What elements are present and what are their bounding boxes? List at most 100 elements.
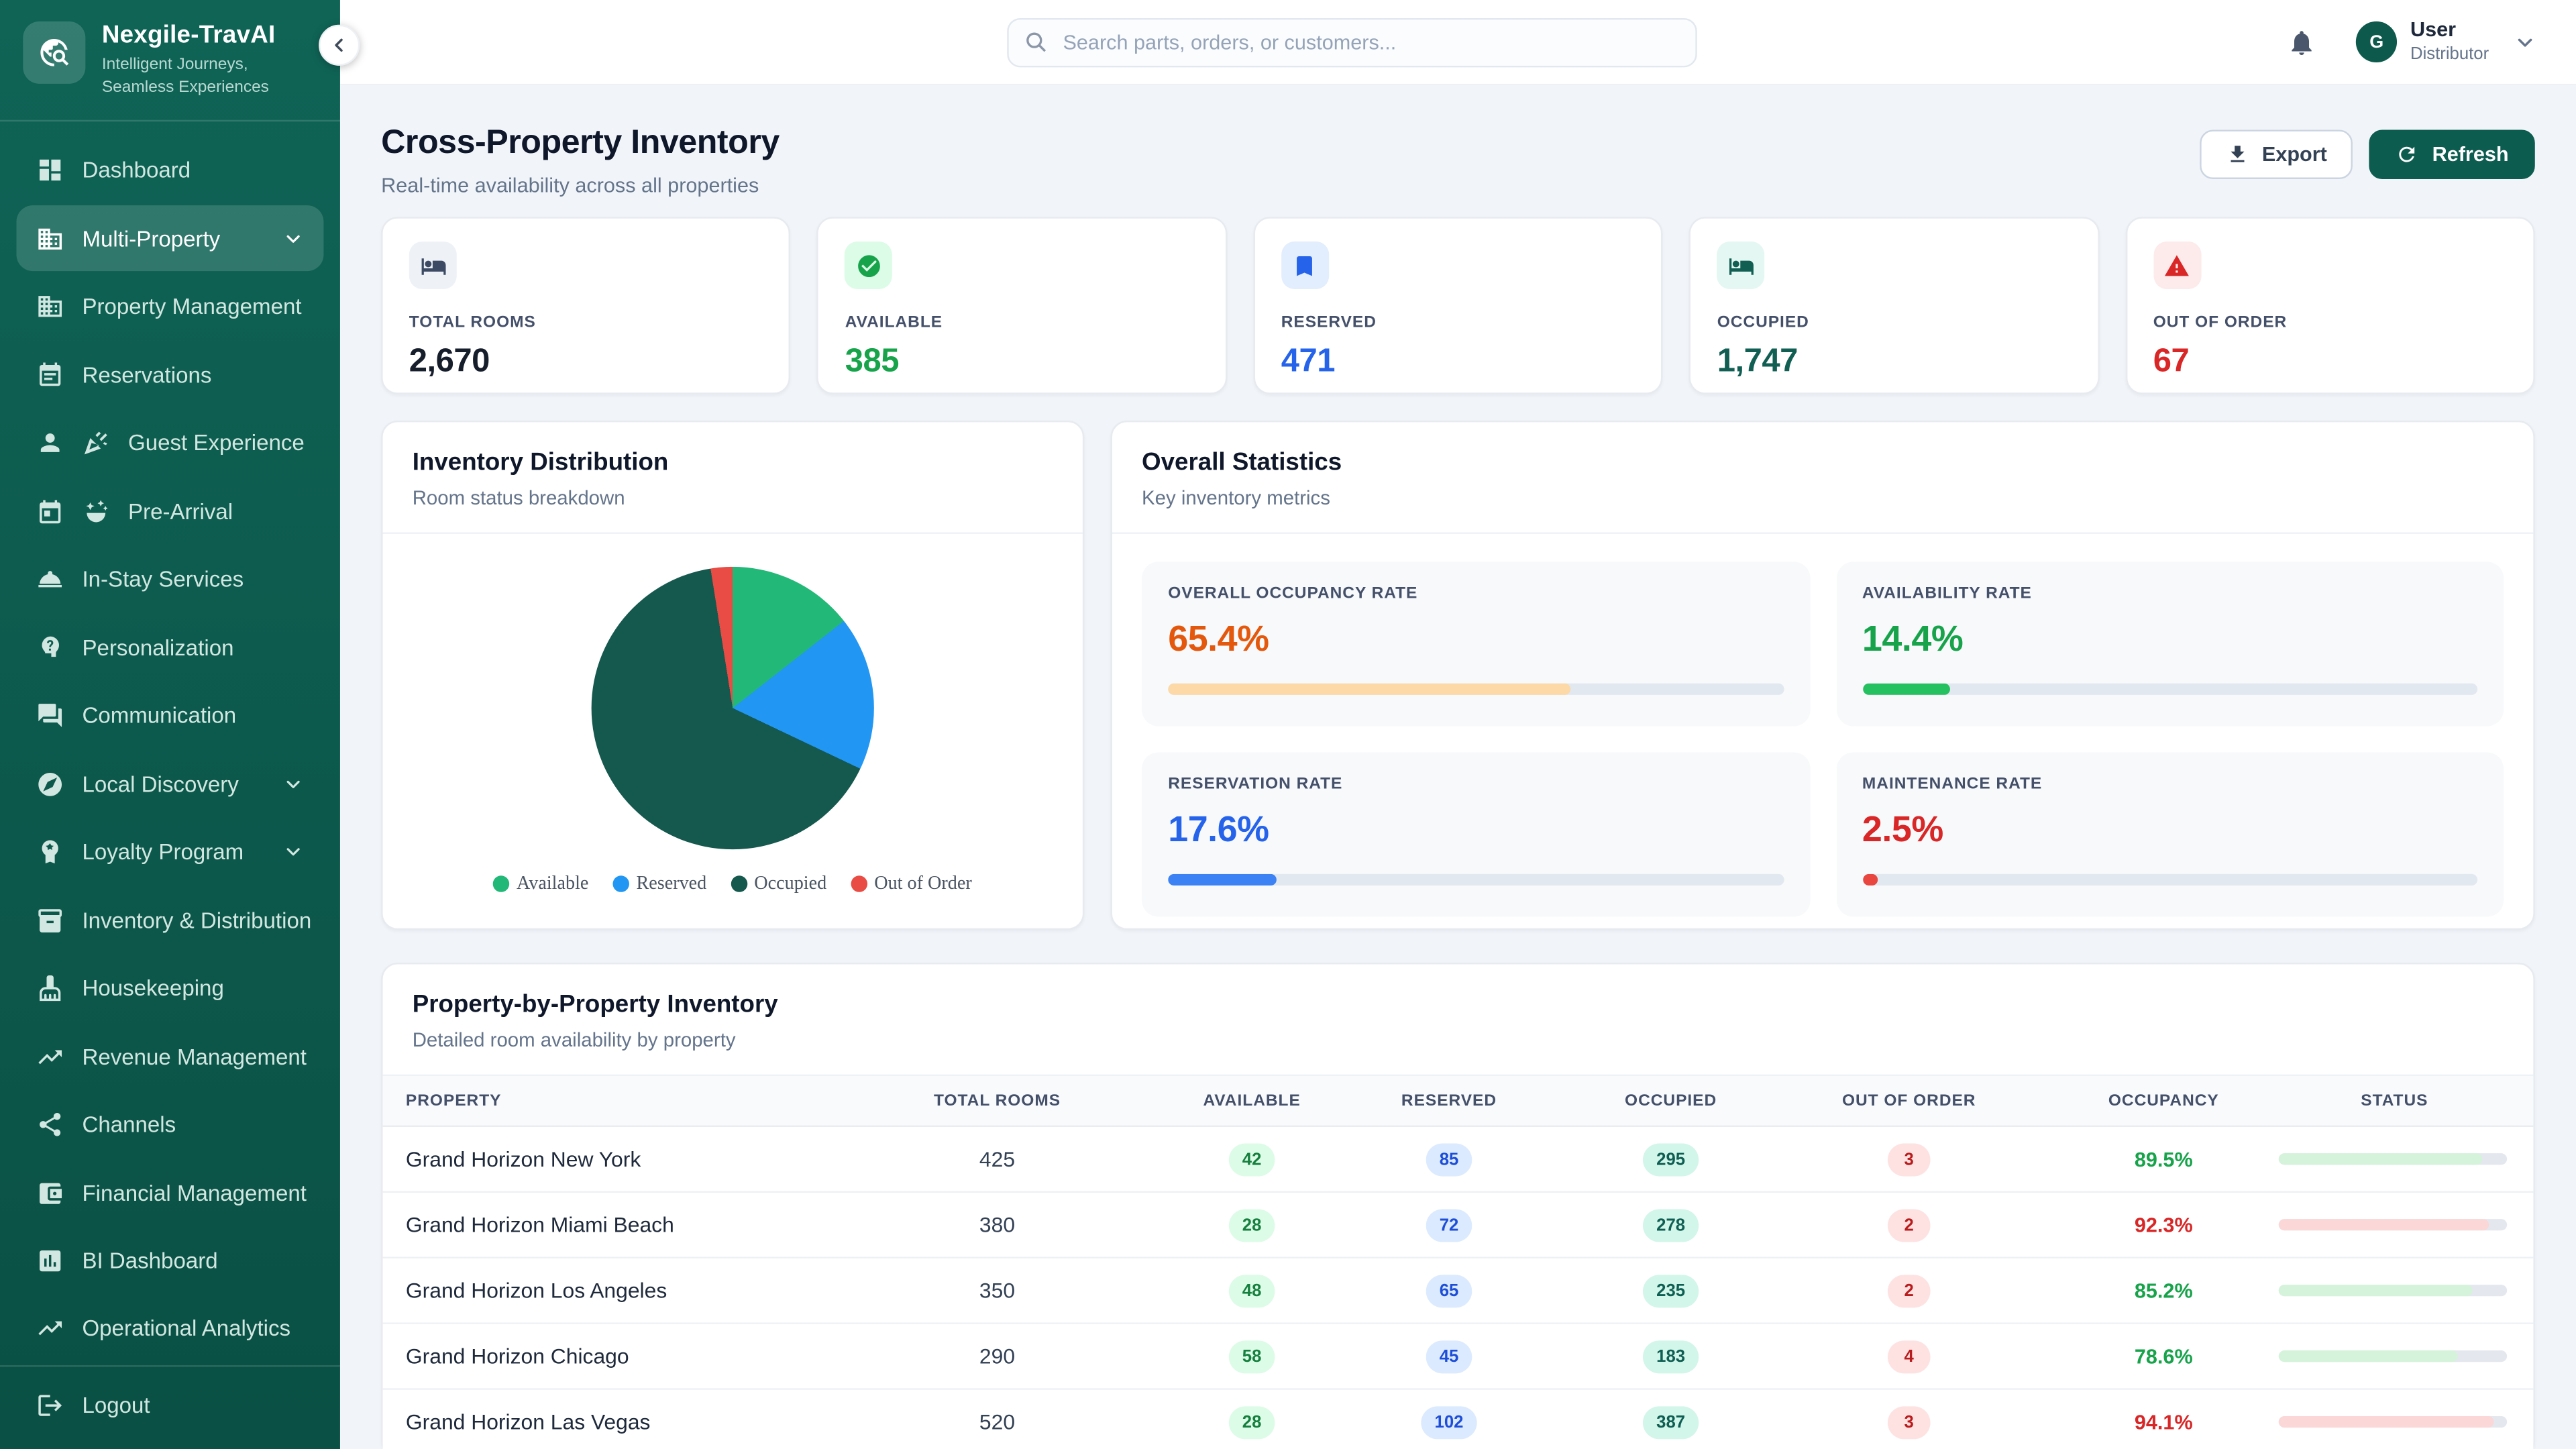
metric-value: 65.4% — [1168, 617, 1269, 659]
stat-value: 1,747 — [1717, 343, 1799, 380]
property-name: Grand Horizon Miami Beach — [405, 1212, 674, 1238]
column-header: OCCUPIED — [1625, 1091, 1717, 1110]
export-button[interactable]: Export — [2199, 129, 2354, 179]
sidebar-item-revenue-management[interactable]: Revenue Management — [16, 1024, 323, 1089]
trending-up-icon — [36, 1315, 64, 1343]
sidebar-collapse-button[interactable] — [319, 24, 360, 66]
table-header-row: PROPERTY TOTAL ROOMS AVAILABLE RESERVED … — [382, 1076, 2534, 1128]
sidebar-item-reservations[interactable]: Reservations — [16, 342, 323, 408]
room-service-icon — [36, 566, 64, 594]
sidebar-item-guest-experience[interactable]: Guest Experience — [16, 411, 323, 476]
property-inventory-card: Property-by-Property Inventory Detailed … — [381, 963, 2535, 1449]
progress-fill — [1168, 683, 1571, 695]
sidebar-item-channels[interactable]: Channels — [16, 1092, 323, 1158]
metric-label: OVERALL OCCUPANCY RATE — [1168, 584, 1418, 603]
stat-label: AVAILABLE — [845, 313, 943, 332]
calendar-event-icon — [36, 498, 64, 526]
card-header: Property-by-Property Inventory Detailed … — [382, 965, 2534, 1077]
sidebar-item-communication[interactable]: Communication — [16, 683, 323, 749]
progress-track — [1168, 873, 1784, 886]
sidebar-item-in-stay-services[interactable]: In-Stay Services — [16, 547, 323, 612]
out-of-order-badge: 3 — [1887, 1405, 1931, 1439]
table-row[interactable]: Grand Horizon Las Vegas 520 28 102 387 3… — [382, 1389, 2534, 1449]
column-header: RESERVED — [1401, 1091, 1497, 1110]
warning-triangle-icon — [2153, 241, 2201, 290]
occupied-badge: 278 — [1643, 1208, 1699, 1242]
card-header: Inventory Distribution Room status break… — [382, 422, 1083, 534]
available-badge: 42 — [1229, 1142, 1275, 1176]
global-search — [1007, 17, 1697, 67]
sidebar-item-inventory-distribution[interactable]: Inventory & Distribution — [16, 888, 323, 953]
sidebar-item-loyalty-program[interactable]: Loyalty Program — [16, 819, 323, 885]
charts-row: Inventory Distribution Room status break… — [381, 420, 2535, 930]
logout-icon — [36, 1391, 64, 1419]
legend-dot — [493, 875, 511, 892]
progress-track — [1862, 683, 2478, 695]
stat-card-total-rooms: TOTAL ROOMS 2,670 — [381, 217, 791, 394]
table-row[interactable]: Grand Horizon Los Angeles 350 48 65 235 … — [382, 1258, 2534, 1324]
property-name: Grand Horizon Chicago — [405, 1344, 629, 1369]
progress-track — [1168, 683, 1784, 695]
table-row[interactable]: Grand Horizon Miami Beach 380 28 72 278 … — [382, 1192, 2534, 1258]
stat-card-occupied: OCCUPIED 1,747 — [1689, 217, 2099, 394]
sidebar-item-bi-dashboard[interactable]: BI Dashboard — [16, 1228, 323, 1294]
metric-value: 2.5% — [1862, 808, 1943, 850]
sidebar-item-housekeeping[interactable]: Housekeeping — [16, 955, 323, 1021]
wallet-icon — [36, 1179, 64, 1207]
status-progress-track — [2278, 1350, 2508, 1362]
overall-statistics-card: Overall Statistics Key inventory metrics… — [1110, 420, 2535, 930]
metric-label: AVAILABILITY RATE — [1862, 584, 2032, 603]
stat-card-available: AVAILABLE 385 — [817, 217, 1227, 394]
status-progress-track — [2278, 1285, 2508, 1297]
user-role: Distributor — [2410, 44, 2489, 64]
occupied-badge: 387 — [1643, 1405, 1699, 1439]
sidebar-item-property-management[interactable]: Property Management — [16, 274, 323, 340]
legend-dot — [731, 875, 748, 892]
sidebar-item-operational-analytics[interactable]: Operational Analytics — [16, 1296, 323, 1362]
stat-value: 2,670 — [409, 343, 490, 380]
total-rooms-value: 350 — [979, 1278, 1016, 1303]
content: Cross-Property Inventory Real-time avail… — [340, 85, 2576, 1449]
stat-label: OUT OF ORDER — [2153, 313, 2288, 332]
inventory-distribution-card: Inventory Distribution Room status break… — [381, 420, 1085, 930]
sidebar-item-pre-arrival[interactable]: Pre-Arrival — [16, 478, 323, 544]
progress-fill — [1862, 873, 1878, 886]
sidebar-footer: Logout — [0, 1365, 340, 1449]
sidebar-item-dashboard[interactable]: Dashboard — [16, 138, 323, 204]
chevron-down-icon — [282, 841, 304, 863]
property-name: Grand Horizon New York — [405, 1146, 641, 1172]
page-title: Cross-Property Inventory — [381, 123, 780, 162]
search-input[interactable] — [1007, 17, 1697, 67]
chevron-left-icon — [329, 34, 350, 56]
out-of-order-badge: 3 — [1887, 1142, 1931, 1176]
party-popper-icon — [82, 429, 110, 458]
table-row[interactable]: Grand Horizon Chicago 290 58 45 183 4 78… — [382, 1324, 2534, 1390]
progress-fill — [1862, 683, 1951, 695]
sidebar-item-personalization[interactable]: Personalization — [16, 615, 323, 681]
available-badge: 28 — [1229, 1208, 1275, 1242]
status-progress-fill — [2278, 1153, 2483, 1165]
logout-button[interactable]: Logout — [16, 1375, 323, 1436]
stat-value: 67 — [2153, 343, 2190, 380]
psychology-head-icon — [36, 634, 64, 662]
reserved-badge: 45 — [1426, 1340, 1472, 1373]
stat-label: RESERVED — [1281, 313, 1377, 332]
occupied-badge: 235 — [1643, 1274, 1699, 1307]
occupied-badge: 183 — [1643, 1340, 1699, 1373]
chevron-down-icon[interactable] — [2514, 30, 2536, 53]
sidebar-item-financial-management[interactable]: Financial Management — [16, 1160, 323, 1226]
chevron-down-icon — [282, 773, 304, 795]
loyalty-badge-icon — [36, 838, 64, 866]
status-progress-track — [2278, 1153, 2508, 1165]
sidebar-item-local-discovery[interactable]: Local Discovery — [16, 751, 323, 817]
refresh-icon — [2396, 143, 2419, 166]
refresh-button[interactable]: Refresh — [2369, 129, 2535, 179]
avatar[interactable]: G — [2356, 21, 2398, 63]
bed-icon — [409, 241, 457, 290]
globe-search-icon — [38, 36, 70, 69]
sidebar-item-multi-property[interactable]: Multi-Property — [16, 206, 324, 272]
inventory-box-icon — [36, 906, 64, 934]
sidebar: Nexgile-TravAI Intelligent Journeys, Sea… — [0, 0, 360, 1449]
table-row[interactable]: Grand Horizon New York 425 42 85 295 3 8… — [382, 1127, 2534, 1193]
notification-bell-icon[interactable] — [2287, 27, 2316, 56]
